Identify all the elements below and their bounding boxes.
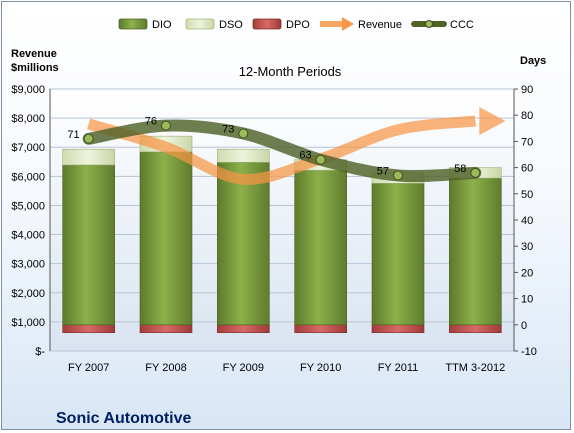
right-tick-label: 80 (521, 110, 533, 122)
ccc-marker (83, 133, 94, 144)
ccc-data-label: 71 (67, 129, 79, 141)
right-tick-label: 30 (521, 241, 533, 253)
ccc-data-label: 63 (299, 150, 311, 162)
right-tick-label: 90 (521, 84, 533, 96)
legend-swatch (185, 18, 215, 30)
ccc-data-label: 76 (145, 116, 157, 128)
legend-swatch (252, 18, 282, 30)
legend-marker (425, 20, 433, 28)
ccc-line (82, 119, 482, 183)
right-tick-label: 20 (521, 267, 533, 279)
left-tick-label: $- (35, 346, 45, 358)
category-label: FY 2010 (300, 362, 341, 374)
left-tick-label: $3,000 (11, 259, 45, 271)
left-tick-label: $7,000 (11, 142, 45, 154)
left-axis-label-line2: $millions (11, 62, 59, 74)
ccc-marker (315, 154, 326, 165)
category-label: TTM 3-2012 (445, 362, 505, 374)
revenue-line (87, 115, 476, 185)
legend-arrowhead (342, 17, 354, 31)
ccc-marker (161, 120, 171, 131)
dpo-bar (294, 324, 347, 333)
left-tick-label: $5,000 (11, 200, 45, 212)
right-tick-label: 10 (521, 294, 533, 306)
left-tick-label: $4,000 (11, 230, 45, 242)
right-tick-label: 70 (521, 136, 533, 148)
left-tick-label: $1,000 (11, 317, 45, 329)
category-label: FY 2011 (378, 362, 419, 374)
dpo-bar (449, 324, 502, 333)
left-axis-label-line1: Revenue (11, 48, 57, 60)
right-tick-label: 50 (521, 189, 533, 201)
dio-bar (217, 162, 270, 326)
dso-bar (217, 148, 270, 163)
ccc-marker (393, 170, 403, 181)
right-tick-label: 60 (521, 163, 533, 175)
dpo-bar (217, 324, 270, 333)
left-tick-label: $9,000 (11, 84, 45, 96)
left-tick-label: $8,000 (11, 113, 45, 125)
chart-title: 12-Month Periods (239, 64, 342, 79)
dpo-bar (371, 324, 425, 333)
legend-label: Revenue (358, 19, 402, 31)
legend-label: DSO (219, 19, 243, 31)
legend-label: CCC (450, 19, 474, 31)
dio-bar (62, 164, 115, 326)
dio-bar (449, 177, 502, 326)
dpo-bar (139, 324, 193, 333)
ccc-marker (238, 128, 249, 139)
right-tick-label: 0 (521, 320, 527, 332)
dso-bar (62, 148, 115, 166)
legend-swatch (118, 18, 148, 30)
dio-bar (294, 169, 347, 326)
left-tick-label: $2,000 (11, 288, 45, 300)
legend-label: DIO (152, 19, 172, 31)
revenue-arrowhead (479, 107, 506, 136)
legend-label: DPO (286, 19, 310, 31)
ccc-data-label: 58 (454, 163, 466, 175)
ccc-marker (470, 167, 481, 178)
right-tick-label: 40 (521, 215, 533, 227)
category-label: FY 2009 (223, 362, 264, 374)
ccc-data-label: 57 (377, 165, 389, 177)
left-tick-label: $6,000 (11, 171, 45, 183)
category-label: FY 2007 (68, 362, 109, 374)
category-label: FY 2008 (145, 362, 186, 374)
right-tick-label: -10 (521, 346, 537, 358)
dpo-bar (62, 324, 115, 333)
company-name: Sonic Automotive (56, 410, 192, 427)
right-axis-label: Days (520, 55, 546, 67)
dio-bar (139, 151, 193, 326)
dio-bar (371, 183, 425, 326)
ccc-data-label: 73 (222, 124, 234, 136)
